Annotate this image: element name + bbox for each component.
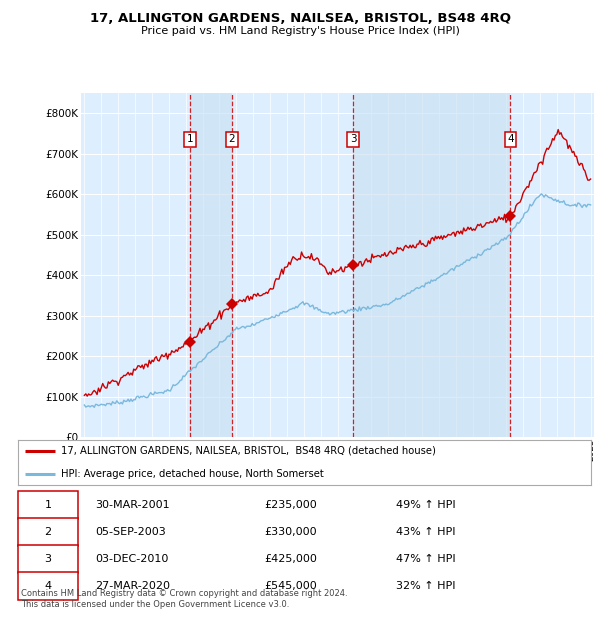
- Text: £545,000: £545,000: [265, 581, 317, 591]
- Text: £235,000: £235,000: [265, 500, 317, 510]
- Text: 2: 2: [44, 527, 52, 538]
- Text: 32% ↑ HPI: 32% ↑ HPI: [396, 581, 455, 591]
- Text: HPI: Average price, detached house, North Somerset: HPI: Average price, detached house, Nort…: [61, 469, 324, 479]
- Text: 05-SEP-2003: 05-SEP-2003: [95, 527, 166, 538]
- Text: £330,000: £330,000: [265, 527, 317, 538]
- Text: 03-DEC-2010: 03-DEC-2010: [95, 554, 169, 564]
- Text: £425,000: £425,000: [265, 554, 317, 564]
- FancyBboxPatch shape: [18, 518, 78, 546]
- Bar: [353, 93, 511, 437]
- FancyBboxPatch shape: [18, 545, 78, 573]
- FancyBboxPatch shape: [18, 492, 78, 520]
- Text: 30-MAR-2001: 30-MAR-2001: [95, 500, 170, 510]
- Text: 4: 4: [44, 581, 52, 591]
- Text: 3: 3: [44, 554, 52, 564]
- Text: 3: 3: [350, 135, 356, 144]
- Text: 17, ALLINGTON GARDENS, NAILSEA, BRISTOL,  BS48 4RQ (detached house): 17, ALLINGTON GARDENS, NAILSEA, BRISTOL,…: [61, 446, 436, 456]
- Text: 47% ↑ HPI: 47% ↑ HPI: [396, 554, 456, 564]
- FancyBboxPatch shape: [18, 572, 78, 600]
- Text: 1: 1: [44, 500, 52, 510]
- Text: Contains HM Land Registry data © Crown copyright and database right 2024.
This d: Contains HM Land Registry data © Crown c…: [21, 590, 347, 609]
- Text: 27-MAR-2020: 27-MAR-2020: [95, 581, 170, 591]
- Text: 43% ↑ HPI: 43% ↑ HPI: [396, 527, 455, 538]
- Text: 49% ↑ HPI: 49% ↑ HPI: [396, 500, 456, 510]
- Text: 17, ALLINGTON GARDENS, NAILSEA, BRISTOL, BS48 4RQ: 17, ALLINGTON GARDENS, NAILSEA, BRISTOL,…: [89, 12, 511, 25]
- Text: Price paid vs. HM Land Registry's House Price Index (HPI): Price paid vs. HM Land Registry's House …: [140, 26, 460, 36]
- Text: 1: 1: [187, 135, 193, 144]
- Bar: [190, 93, 232, 437]
- Text: 4: 4: [507, 135, 514, 144]
- Text: 2: 2: [229, 135, 235, 144]
